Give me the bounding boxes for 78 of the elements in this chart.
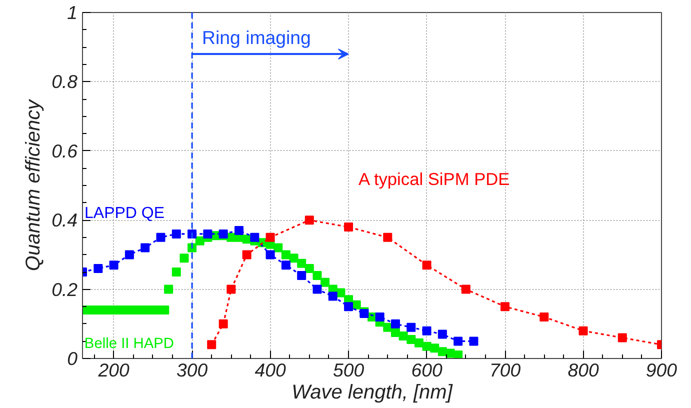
- point: [136, 306, 146, 315]
- point: [140, 243, 150, 252]
- point: [320, 278, 330, 287]
- point: [203, 229, 212, 238]
- y-tick-label: 1: [67, 2, 78, 23]
- point: [297, 258, 306, 268]
- series-label: LAPPD QE: [84, 205, 165, 222]
- point: [266, 250, 275, 260]
- point: [430, 344, 440, 353]
- point: [618, 333, 627, 342]
- point: [281, 250, 290, 260]
- x-tick-label: 800: [568, 360, 600, 380]
- point: [124, 250, 134, 260]
- point: [242, 250, 252, 260]
- point: [312, 270, 322, 280]
- point: [406, 334, 416, 344]
- point: [218, 319, 228, 328]
- series-label: A typical SiPM PDE: [358, 169, 510, 190]
- point: [274, 243, 283, 252]
- point: [422, 326, 432, 336]
- y-tick-label: 0: [67, 348, 78, 369]
- point: [422, 260, 432, 270]
- x-tick-label: 700: [489, 360, 522, 380]
- point: [540, 312, 549, 322]
- point: [289, 254, 298, 263]
- point: [207, 340, 216, 350]
- point: [398, 332, 408, 341]
- point: [304, 216, 314, 225]
- series-label: Belle II HAPD: [84, 336, 174, 352]
- x-tick-label: 600: [411, 360, 443, 380]
- point: [266, 232, 275, 242]
- point: [469, 336, 478, 346]
- x-tick-label: 300: [176, 360, 208, 380]
- point: [454, 336, 463, 346]
- y-tick-label: 0.8: [52, 71, 78, 92]
- point: [234, 226, 244, 235]
- x-tick-label: 400: [254, 360, 286, 380]
- point: [390, 319, 400, 328]
- point: [281, 260, 290, 270]
- point: [383, 232, 392, 242]
- point: [414, 338, 424, 348]
- y-tick-label: 0.6: [52, 140, 78, 162]
- point: [344, 302, 354, 312]
- point: [578, 326, 588, 336]
- point: [312, 284, 322, 294]
- point: [500, 302, 510, 312]
- point: [164, 284, 174, 294]
- point: [438, 330, 447, 339]
- point: [297, 270, 306, 280]
- y-tick-label: 0.2: [52, 278, 78, 300]
- point: [172, 268, 181, 276]
- point: [461, 284, 470, 294]
- point: [250, 232, 260, 242]
- x-axis-title: Wave length, [nm]: [292, 382, 453, 404]
- point: [375, 312, 384, 322]
- x-tick-label: 200: [97, 360, 130, 380]
- point: [344, 222, 354, 232]
- x-tick-label: 500: [332, 360, 365, 380]
- point: [156, 232, 166, 242]
- y-axis-title: Quantum efficiency: [22, 98, 45, 272]
- point: [109, 260, 118, 270]
- point: [160, 306, 170, 315]
- point: [113, 306, 122, 315]
- y-tick-label: 0.4: [52, 210, 78, 231]
- point: [328, 292, 338, 301]
- ref-line-label: Ring imaging: [202, 27, 311, 48]
- point: [454, 350, 463, 358]
- point: [172, 229, 181, 238]
- point: [90, 306, 99, 315]
- point: [406, 322, 416, 332]
- point: [94, 264, 103, 274]
- point: [226, 284, 236, 294]
- point: [304, 264, 314, 274]
- point: [121, 306, 130, 315]
- point: [383, 322, 392, 332]
- point: [144, 306, 154, 315]
- x-tick-label: 900: [646, 360, 678, 380]
- point: [180, 254, 189, 263]
